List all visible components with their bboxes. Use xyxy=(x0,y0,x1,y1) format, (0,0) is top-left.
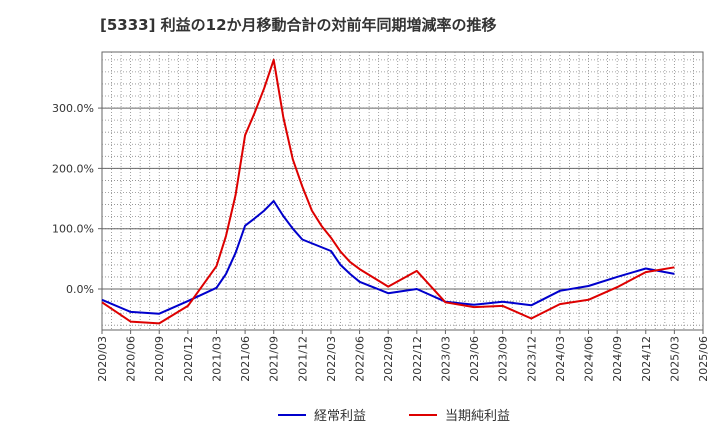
x-tick-label: 2021/09 xyxy=(268,336,281,382)
x-tick-label: 2025/06 xyxy=(697,336,710,382)
x-tick-label: 2022/09 xyxy=(382,336,395,382)
x-tick-label: 2024/09 xyxy=(611,336,624,382)
x-tick-label: 2025/03 xyxy=(668,336,681,382)
x-tick-label: 2021/06 xyxy=(239,336,252,382)
x-tick-label: 2023/06 xyxy=(468,336,481,382)
plot-frame xyxy=(101,51,704,331)
x-tick-label: 2021/12 xyxy=(296,336,309,382)
y-tick-label: 200.0% xyxy=(52,162,94,175)
x-tick-label: 2023/12 xyxy=(525,336,538,382)
x-tick-label: 2020/12 xyxy=(182,336,195,382)
legend-label-2: 当期純利益 xyxy=(445,409,510,424)
x-tick-label: 2023/03 xyxy=(439,336,452,382)
x-tick-label: 2022/12 xyxy=(411,336,424,382)
x-tick-label: 2022/03 xyxy=(325,336,338,382)
x-tick-label: 2022/06 xyxy=(354,336,367,382)
series-line-2 xyxy=(101,58,675,325)
x-tick-label: 2023/09 xyxy=(497,336,510,382)
x-tick-label: 2024/12 xyxy=(640,336,653,382)
y-tick-label: 0.0% xyxy=(66,283,94,296)
x-tick-label: 2020/06 xyxy=(125,336,138,382)
chart-title: [5333] 利益の12か月移動合計の対前年同期増減率の推移 xyxy=(100,16,497,34)
x-tick-label: 2020/03 xyxy=(96,336,109,382)
x-tick-label: 2020/09 xyxy=(153,336,166,382)
x-tick-label: 2021/03 xyxy=(210,336,223,382)
legend-label-1: 経常利益 xyxy=(314,409,366,424)
y-tick-label: 300.0% xyxy=(52,102,94,115)
y-tick-label: 100.0% xyxy=(52,223,94,236)
x-tick-label: 2024/03 xyxy=(554,336,567,382)
series-line-1 xyxy=(101,200,675,315)
x-tick-label: 2024/06 xyxy=(583,336,596,382)
